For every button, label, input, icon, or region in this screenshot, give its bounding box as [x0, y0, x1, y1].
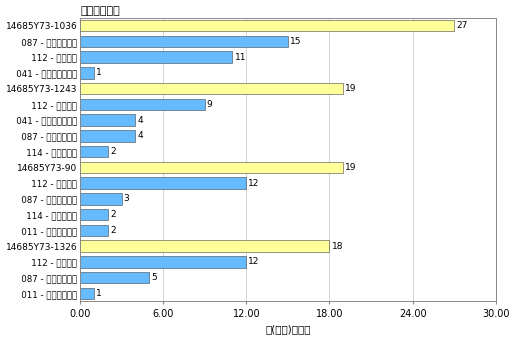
Text: 2: 2	[110, 147, 115, 156]
Bar	[80, 272, 149, 283]
Bar	[80, 130, 135, 141]
Text: 18: 18	[332, 242, 343, 251]
Text: 4: 4	[138, 131, 143, 140]
Text: 19: 19	[346, 84, 357, 93]
Text: 11: 11	[234, 53, 246, 62]
Bar	[80, 115, 135, 126]
Bar	[80, 177, 246, 189]
Bar	[80, 83, 344, 94]
X-axis label: 总(点数)百分比: 总(点数)百分比	[265, 324, 311, 335]
Text: 1: 1	[96, 68, 102, 78]
Text: 2: 2	[110, 210, 115, 219]
Bar	[80, 209, 108, 220]
Bar	[80, 99, 205, 110]
Text: 1: 1	[96, 289, 102, 298]
Text: 19: 19	[346, 163, 357, 172]
Text: 序列号：代码: 序列号：代码	[80, 5, 120, 16]
Bar	[80, 67, 94, 79]
Bar	[80, 193, 122, 205]
Text: 2: 2	[110, 226, 115, 235]
Text: 15: 15	[290, 37, 301, 46]
Text: 3: 3	[124, 194, 129, 203]
Bar	[80, 225, 108, 236]
Text: 4: 4	[138, 116, 143, 124]
Bar	[80, 20, 454, 31]
Bar	[80, 51, 232, 63]
Text: 27: 27	[456, 21, 468, 30]
Bar	[80, 162, 344, 173]
Bar	[80, 240, 330, 252]
Text: 12: 12	[248, 178, 260, 188]
Bar	[80, 36, 288, 47]
Bar	[80, 146, 108, 157]
Bar	[80, 256, 246, 268]
Text: 12: 12	[248, 257, 260, 266]
Text: 5: 5	[151, 273, 157, 282]
Bar	[80, 288, 94, 299]
Text: 9: 9	[207, 100, 213, 109]
